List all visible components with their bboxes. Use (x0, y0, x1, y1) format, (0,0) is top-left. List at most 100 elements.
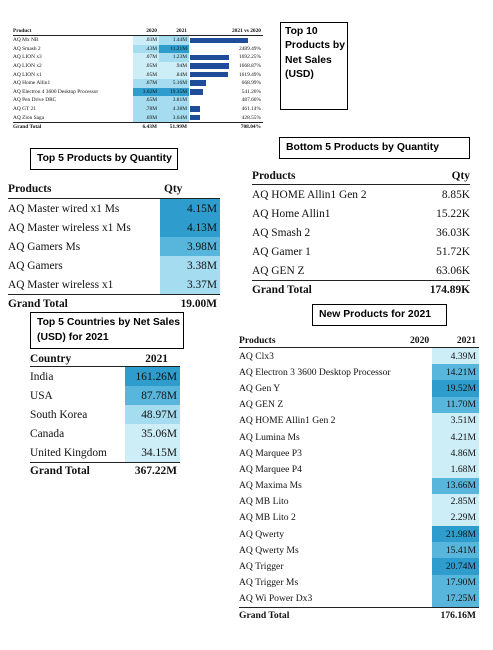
top5qty-qty: 3.37M (160, 275, 220, 295)
top10-total-label: Grand Total (13, 121, 133, 132)
top5qty-title-box: Top 5 Products by Quantity (30, 148, 178, 170)
newproducts-2021: 21.98M (432, 526, 479, 543)
newproducts-2020 (391, 364, 433, 380)
top10-change-bar (190, 114, 200, 121)
newproducts-row: AQ Lumina Ms 4.21M (239, 428, 479, 446)
newproducts-2021: 13.66M (432, 477, 479, 494)
top5qty-qty: 3.98M (160, 237, 220, 256)
newproducts-row: AQ Marquee P3 4.86M (239, 445, 479, 462)
newproducts-header-2020: 2020 (390, 333, 433, 348)
top10-change: 541.26% (241, 88, 261, 95)
newproducts-row: AQ Trigger Ms 17.90M (239, 574, 479, 591)
top10-change-bar (190, 106, 201, 112)
bottom5qty-qty: 51.72K (436, 245, 470, 258)
bottom5qty-product: AQ Smash 2 (252, 226, 311, 239)
top10-2021: 11.21M (159, 44, 189, 54)
newproducts-2021: 20.74M (432, 558, 479, 575)
newproducts-2020 (391, 461, 433, 477)
newproducts-total-value: 176.16M (432, 607, 479, 622)
top10-product: AQ LION x2 (13, 63, 42, 70)
top10-total-change: 708.04% (189, 121, 263, 132)
top5qty-qty: 3.38M (160, 256, 220, 275)
newproducts-2021: 17.25M (432, 590, 479, 608)
bottom5qty-header-qty: Qty (413, 168, 470, 185)
newproducts-row: AQ MB Lito 2.85M (239, 493, 479, 510)
top10-total-row: Grand Total 6.43M 51.99M 708.04% (13, 121, 263, 132)
bottom5qty-product: AQ Home Allin1 (252, 207, 331, 220)
newproducts-total-row: Grand Total 176.16M (239, 607, 479, 622)
bottom5qty-qty: 15.22K (436, 207, 470, 220)
top10-2020: .05M (133, 61, 159, 71)
newproducts-product: AQ MB Lito 2 (239, 512, 296, 524)
top10-2020: .07M (133, 53, 159, 62)
bottom5qty-row: AQ Smash 2 36.03K (252, 223, 470, 242)
bottom5qty-qty: 63.06K (436, 264, 470, 277)
newproducts-row: AQ Electron 3 3600 Desktop Processor 14.2… (239, 364, 479, 381)
top10-change: 487.66% (241, 97, 261, 104)
newproducts-2021: 4.39M (432, 347, 479, 365)
countries-total-row: Grand Total 367.22M (30, 462, 180, 479)
countries-header-row: Country 2021 (30, 352, 180, 367)
top10-total-2021: 51.99M (159, 121, 189, 132)
newproducts-2020 (391, 478, 433, 494)
top5qty-header-product: Products (8, 180, 160, 199)
top10-header-change: 2021 vs 2020 (189, 27, 263, 36)
top10-2020: 3.02M (133, 87, 159, 97)
top5qty-total-qty: 19.00M (160, 294, 220, 313)
newproducts-row: AQ Qwerty 21.98M (239, 526, 479, 543)
top10-row: AQ Zion Saga .69M 3.64M 428.55% (13, 113, 263, 123)
top10-header-2021: 2021 (159, 27, 189, 36)
newproducts-product: AQ Marquee P4 (239, 463, 302, 475)
top10-product: AQ Smash 2 (13, 45, 41, 52)
newproducts-2020 (391, 413, 433, 429)
newproducts-title: New Products for 2021 (319, 309, 432, 320)
top10-change-cell: 1668.87% (189, 62, 263, 71)
newproducts-row: AQ HOME Allin1 Gen 2 3.51M (239, 412, 479, 429)
newproducts-product: AQ Marquee P3 (239, 447, 302, 459)
newproducts-2020 (391, 348, 433, 365)
newproducts-header-2021: 2021 (432, 333, 479, 348)
countries-row: Canada 35.06M (30, 424, 180, 443)
newproducts-product: AQ Lumina Ms (239, 431, 300, 443)
top10-2020: .65M (133, 96, 159, 105)
bottom5qty-row: AQ Home Allin1 15.22K (252, 204, 470, 223)
countries-country: India (30, 370, 54, 383)
newproducts-row: AQ Qwerty Ms 15.41M (239, 542, 479, 559)
newproducts-2020 (391, 510, 433, 526)
top10-product: AQ Home Allin1 (13, 80, 51, 87)
top10-change-cell: 487.66% (189, 96, 263, 105)
countries-value: 161.26M (124, 366, 180, 386)
top10-2020: .78M (133, 104, 159, 114)
newproducts-row: AQ MB Lito 2 2.29M (239, 509, 479, 527)
top10-header-2020: 2020 (133, 27, 159, 36)
top10-2021: 5.16M (159, 78, 189, 88)
bottom5qty-title: Bottom 5 Products by Quantity (286, 142, 439, 153)
newproducts-header-row: Products 2020 2021 (239, 333, 479, 348)
newproducts-2021: 3.51M (432, 412, 479, 429)
newproducts-product: AQ Wi Power Dx3 (239, 593, 313, 605)
bottom5qty-total-row: Grand Total 174.89K (252, 280, 470, 299)
countries-country: USA (30, 389, 53, 402)
newproducts-product: AQ MB Lito (239, 496, 289, 508)
top10-2020: .67M (133, 78, 159, 88)
top10-product: AQ LION x1 (13, 71, 42, 78)
newproducts-2020 (391, 397, 433, 413)
newproducts-2021: 1.68M (432, 461, 479, 478)
newproducts-title-box: New Products for 2021 (312, 304, 447, 326)
top10-change-bar (190, 63, 229, 69)
top10-change-bar (190, 89, 203, 95)
bottom5qty-table: Products Qty AQ HOME Allin1 Gen 2 8.85K AQ… (252, 168, 470, 299)
top10-row: AQ LION x3 .07M 1.23M 1692.25% (13, 53, 263, 62)
top5qty-header-row: Products Qty (8, 180, 220, 199)
top5qty-table: Products Qty AQ Master wired x1 Ms 4.15M A… (8, 180, 220, 313)
top10-2020: .05M (133, 70, 159, 79)
top5qty-product: AQ Master wired x1 Ms (8, 202, 120, 215)
countries-header-year: 2021 (124, 352, 180, 367)
countries-title-box: Top 5 Countries by Net Sales (USD) for 2… (30, 312, 184, 349)
top10-2021: 19.35M (159, 87, 189, 97)
countries-title: Top 5 Countries by Net Sales (USD) for 2… (37, 317, 180, 343)
top10-table: Product 2020 2021 2021 vs 2020 AQ Mx NB.… (13, 27, 263, 132)
bottom5qty-product: AQ Gamer 1 (252, 245, 311, 258)
top10-change: 1668.87% (238, 63, 261, 70)
newproducts-header-product: Products (239, 333, 391, 348)
